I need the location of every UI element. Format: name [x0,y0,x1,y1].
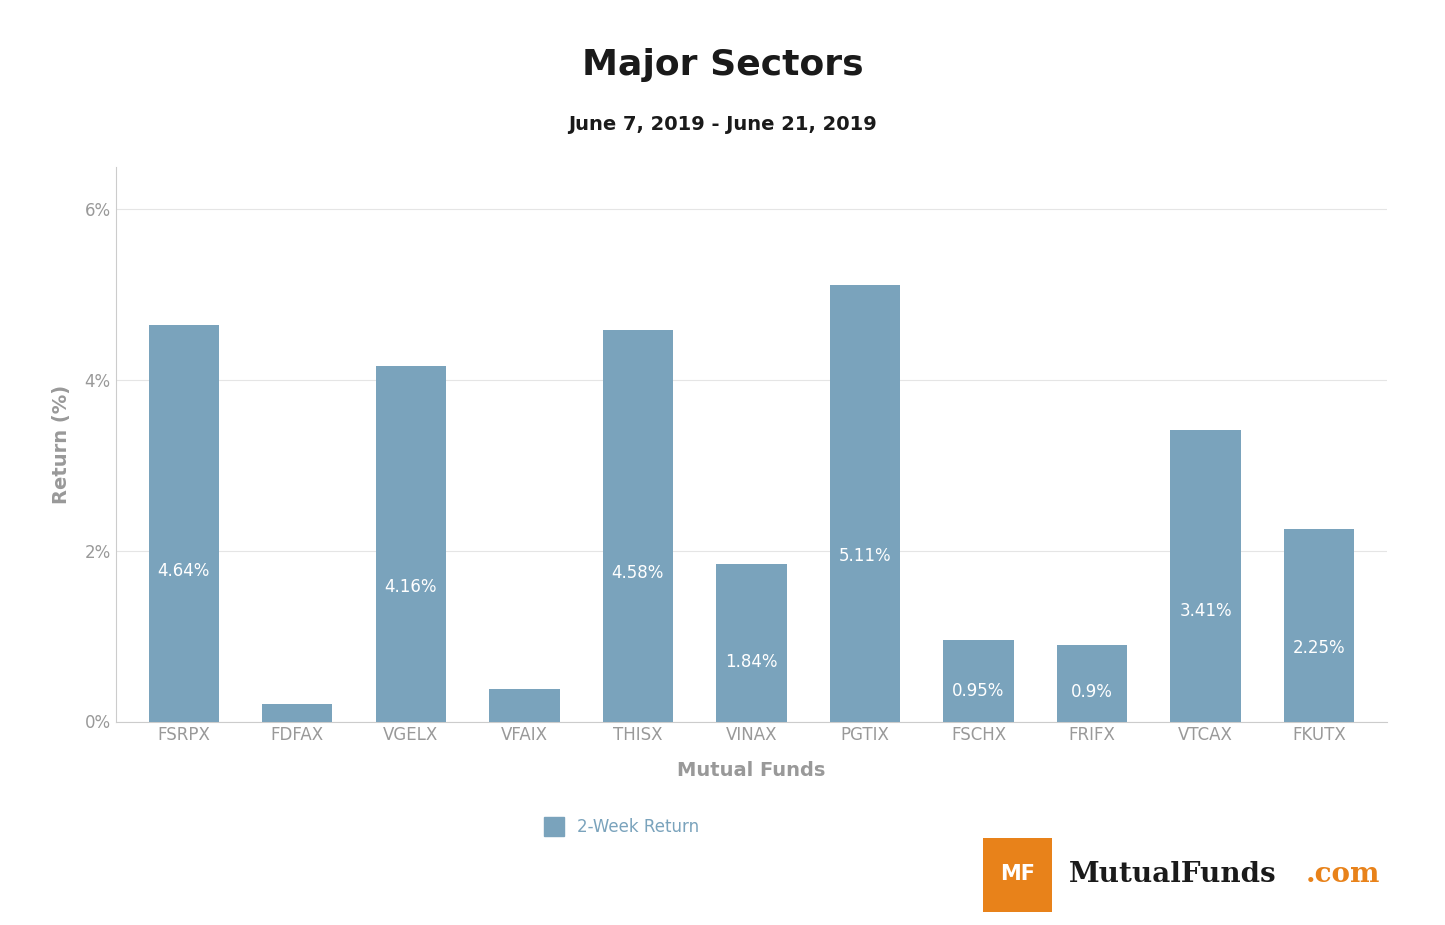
Text: MutualFunds: MutualFunds [1069,860,1277,888]
Text: June 7, 2019 - June 21, 2019: June 7, 2019 - June 21, 2019 [568,116,877,134]
Bar [1285,529,1354,722]
Bar [717,564,786,722]
FancyBboxPatch shape [983,838,1052,912]
Bar [262,705,332,722]
Bar [603,330,673,722]
Text: 4.64%: 4.64% [158,562,210,580]
Text: 3.41%: 3.41% [1179,602,1231,620]
Text: 4.58%: 4.58% [611,564,665,582]
Bar [1056,645,1127,722]
Text: Major Sectors: Major Sectors [582,48,863,81]
Text: 0.9%: 0.9% [1071,684,1113,701]
Text: 4.16%: 4.16% [384,577,436,596]
Bar [376,366,447,722]
Text: 2.25%: 2.25% [1293,639,1345,658]
Text: 1.84%: 1.84% [725,653,777,671]
X-axis label: Mutual Funds: Mutual Funds [678,761,825,780]
Text: .com: .com [1305,860,1380,888]
Bar [149,326,220,722]
Bar [1170,430,1241,722]
Text: 0.95%: 0.95% [952,682,1004,699]
Bar [488,689,559,722]
Text: 5.11%: 5.11% [838,547,892,564]
Text: MF: MF [1000,864,1035,884]
Y-axis label: Return (%): Return (%) [52,385,71,503]
Bar [944,640,1014,722]
Legend: 2-Week Return: 2-Week Return [538,810,705,843]
Bar [829,285,900,722]
